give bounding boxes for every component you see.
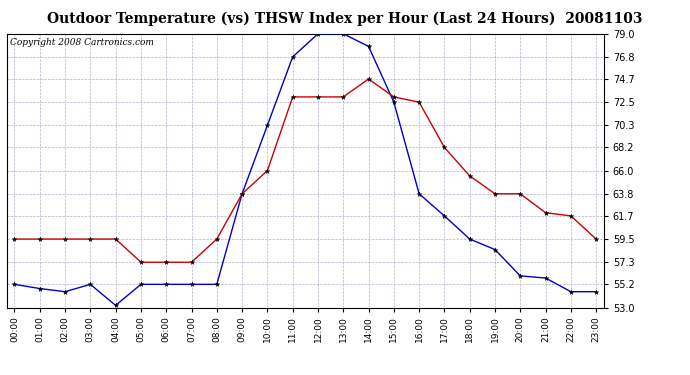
Text: Copyright 2008 Cartronics.com: Copyright 2008 Cartronics.com — [10, 38, 154, 47]
Text: Outdoor Temperature (vs) THSW Index per Hour (Last 24 Hours)  20081103: Outdoor Temperature (vs) THSW Index per … — [47, 11, 643, 26]
